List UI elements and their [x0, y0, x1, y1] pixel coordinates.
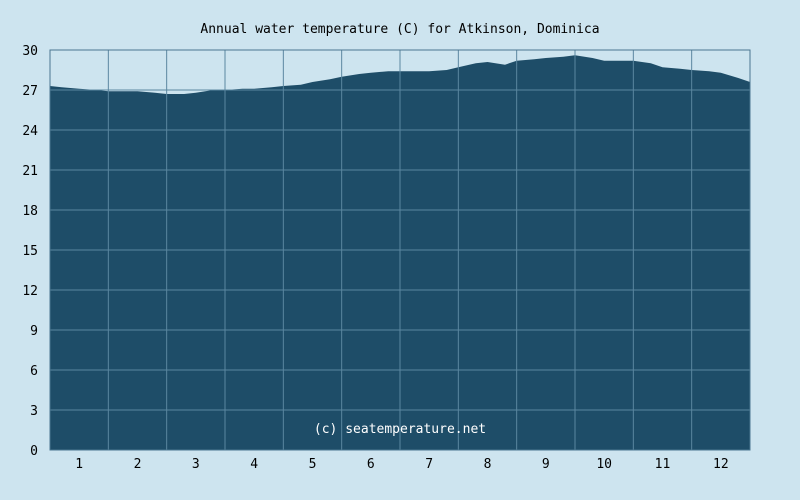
y-tick-label: 9: [30, 324, 38, 339]
x-tick-label: 1: [75, 457, 83, 472]
x-tick-label: 8: [484, 457, 492, 472]
x-tick-label: 2: [134, 457, 142, 472]
credit-watermark: (c) seatemperature.net: [314, 422, 486, 437]
y-tick-label: 0: [30, 444, 38, 459]
x-tick-label: 7: [425, 457, 433, 472]
y-tick-label: 3: [30, 404, 38, 419]
chart-title: Annual water temperature (C) for Atkinso…: [200, 22, 599, 37]
x-axis: 1 2 3 4 5 6 7 8 9 10 11 12: [75, 457, 728, 472]
x-tick-label: 9: [542, 457, 550, 472]
y-tick-label: 15: [22, 244, 38, 259]
x-tick-label: 6: [367, 457, 375, 472]
x-tick-label: 12: [713, 457, 729, 472]
y-tick-label: 21: [22, 164, 38, 179]
x-tick-label: 4: [250, 457, 258, 472]
y-axis: 0 3 6 9 12 15 18 21 24 27 30: [22, 44, 38, 459]
plot-frame: [49, 49, 751, 451]
y-tick-label: 27: [22, 84, 38, 99]
plot-area: [49, 49, 751, 451]
x-tick-label: 10: [596, 457, 612, 472]
x-tick-label: 3: [192, 457, 200, 472]
x-tick-label: 11: [655, 457, 671, 472]
y-tick-label: 12: [22, 284, 38, 299]
y-tick-label: 6: [30, 364, 38, 379]
y-tick-label: 30: [22, 44, 38, 59]
y-tick-label: 24: [22, 124, 38, 139]
y-tick-label: 18: [22, 204, 38, 219]
x-tick-label: 5: [309, 457, 317, 472]
